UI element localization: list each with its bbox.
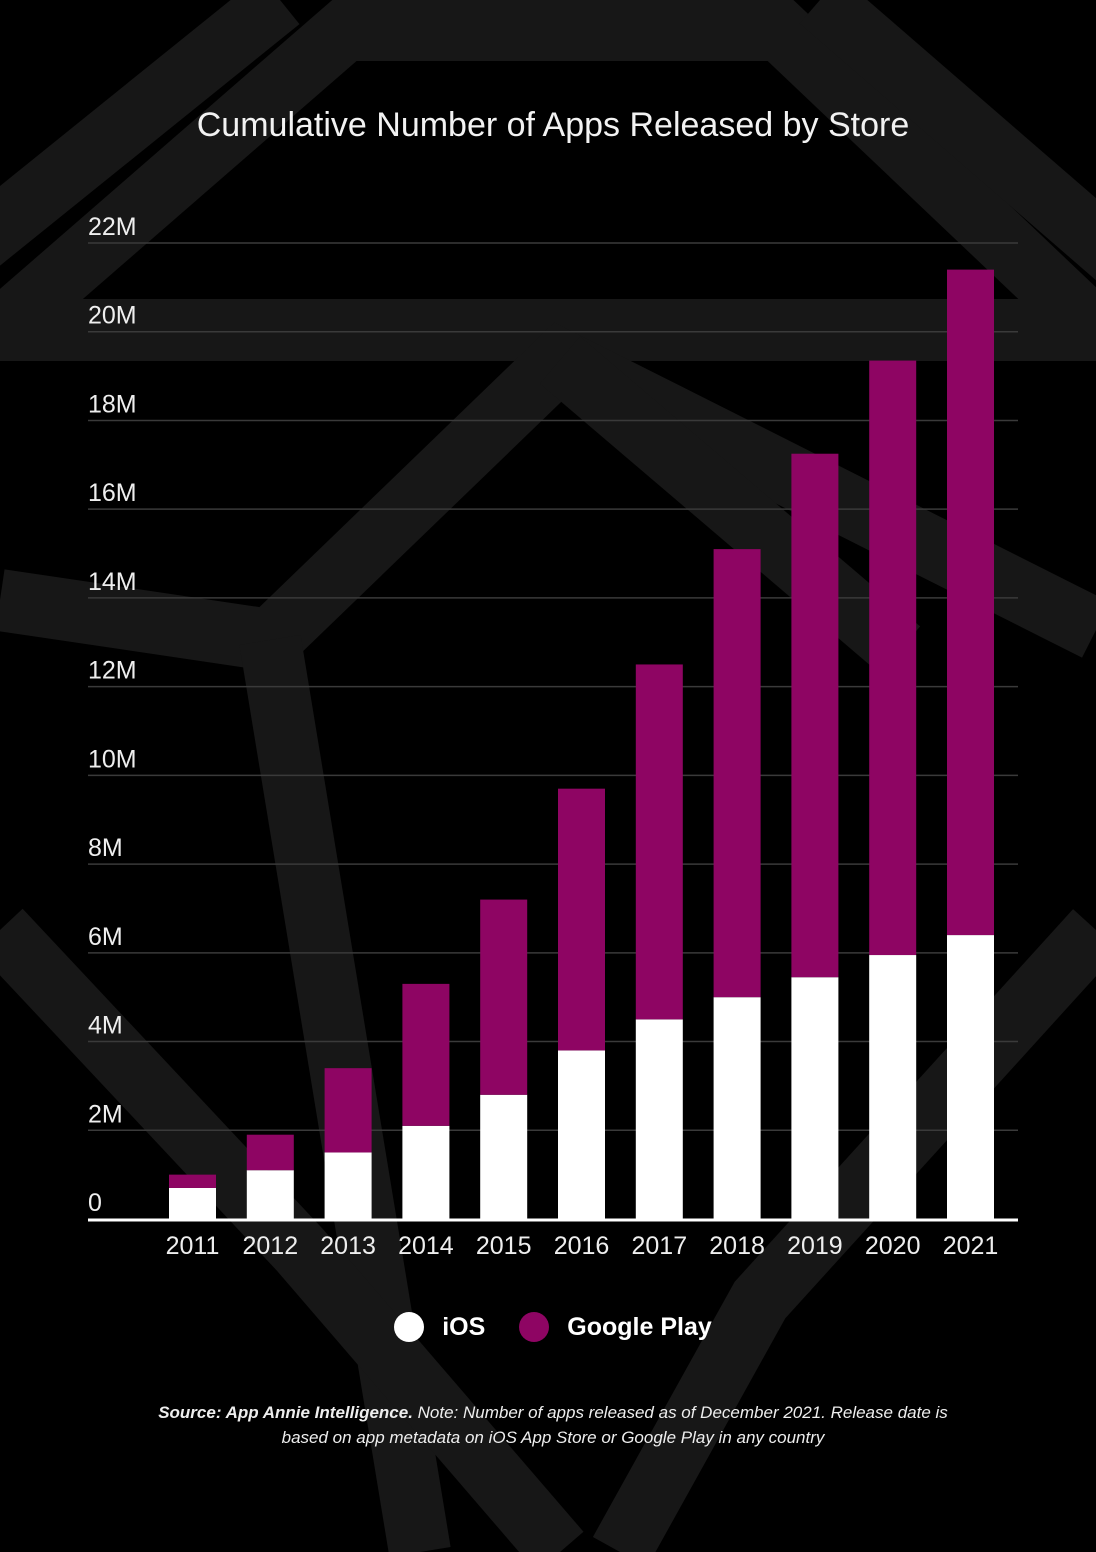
bar-ios [402, 1125, 450, 1219]
bar-ios [558, 1050, 605, 1219]
x-tick-label: 2014 [398, 1232, 454, 1260]
x-tick-label: 2020 [865, 1232, 921, 1260]
bar-google-play [791, 453, 839, 978]
bar-google-play [169, 1174, 216, 1188]
bar-google-play [324, 1068, 372, 1153]
y-tick-label: 16M [88, 479, 137, 507]
bar-ios [869, 955, 917, 1219]
source-label: Source: App Annie Intelligence. [158, 1403, 413, 1422]
legend-label-ios: iOS [442, 1312, 486, 1341]
bar-ios [169, 1187, 216, 1219]
note-text: Note: Number of apps released as of Dece… [281, 1403, 948, 1447]
y-tick-label: 8M [88, 834, 123, 862]
y-tick-label: 10M [88, 745, 137, 773]
x-tick-label: 2019 [787, 1232, 843, 1260]
legend-item-google-play: Google Play [519, 1312, 712, 1342]
x-tick-label: 2017 [631, 1232, 687, 1260]
bar-google-play [246, 1134, 294, 1171]
legend-item-ios: iOS [394, 1312, 485, 1342]
bar-google-play [869, 360, 917, 956]
bar-ios [791, 977, 839, 1219]
bar-ios [635, 1019, 683, 1219]
bar-google-play [713, 549, 761, 998]
y-tick-label: 2M [88, 1100, 123, 1128]
y-tick-label: 18M [88, 390, 137, 418]
source-note: Source: App Annie Intelligence. Note: Nu… [140, 1400, 966, 1450]
bar-ios [947, 935, 994, 1219]
x-tick-label: 2016 [554, 1232, 610, 1260]
google-play-swatch [519, 1312, 550, 1342]
x-tick-label: 2021 [943, 1232, 999, 1260]
y-tick-label: 6M [88, 923, 123, 951]
x-tick-label: 2013 [320, 1232, 376, 1260]
bar-google-play [480, 899, 528, 1095]
bar-ios [480, 1094, 528, 1219]
y-tick-label: 0 [88, 1189, 102, 1217]
legend: iOS Google Play [0, 1312, 1096, 1342]
y-tick-label: 22M [88, 213, 137, 241]
bar-google-play [947, 269, 994, 936]
x-tick-label: 2011 [166, 1232, 220, 1260]
bar-google-play [402, 983, 450, 1126]
x-tick-label: 2018 [709, 1232, 765, 1260]
x-tick-label: 2012 [242, 1232, 298, 1260]
bar-ios [713, 997, 761, 1219]
y-tick-label: 20M [88, 302, 137, 330]
legend-label-google-play: Google Play [567, 1312, 712, 1341]
x-tick-label: 2015 [476, 1232, 532, 1260]
bar-ios [324, 1152, 372, 1219]
bar-google-play [558, 788, 605, 1051]
y-tick-label: 12M [88, 657, 137, 685]
y-tick-label: 4M [88, 1012, 123, 1040]
bar-ios [246, 1170, 294, 1219]
chart-title: Cumulative Number of Apps Released by St… [196, 106, 910, 144]
ios-swatch [394, 1312, 425, 1342]
bar-google-play [635, 664, 683, 1020]
y-tick-label: 14M [88, 568, 137, 596]
